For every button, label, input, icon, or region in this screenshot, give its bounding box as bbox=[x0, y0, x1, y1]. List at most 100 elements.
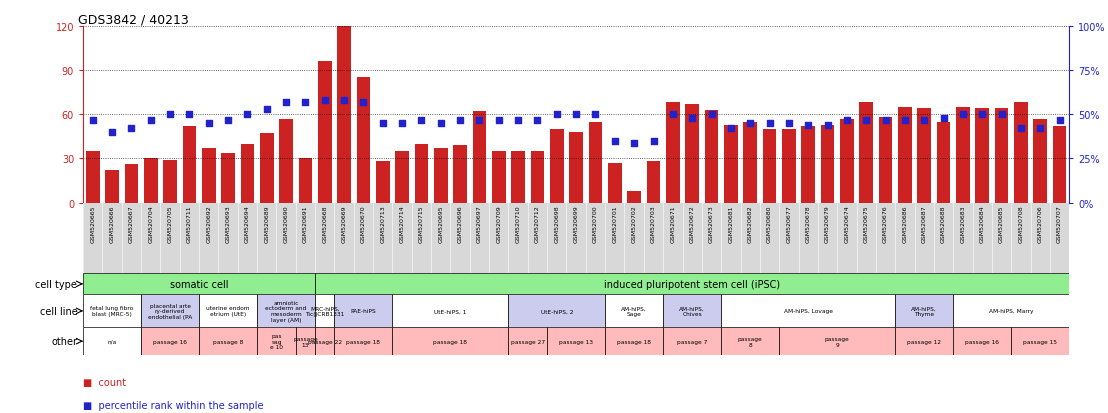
Bar bbox=[512, 152, 525, 203]
Bar bbox=[86, 152, 100, 203]
Point bbox=[1032, 126, 1049, 133]
Text: GSM520708: GSM520708 bbox=[1018, 205, 1024, 243]
Bar bbox=[357, 78, 370, 203]
Bar bbox=[840, 119, 853, 203]
Point bbox=[277, 100, 295, 106]
Text: passage 16: passage 16 bbox=[965, 339, 999, 344]
Text: GSM520704: GSM520704 bbox=[148, 205, 153, 243]
Text: GSM520690: GSM520690 bbox=[284, 205, 288, 243]
Bar bbox=[315, 328, 335, 355]
Bar bbox=[801, 127, 815, 203]
Bar bbox=[202, 149, 216, 203]
Text: GSM520710: GSM520710 bbox=[515, 205, 521, 243]
Text: AM-hiPS,
Chives: AM-hiPS, Chives bbox=[679, 306, 705, 316]
Point bbox=[123, 126, 141, 133]
Text: passage
8: passage 8 bbox=[738, 336, 762, 347]
Bar bbox=[335, 328, 392, 355]
Point bbox=[162, 112, 179, 118]
Bar bbox=[296, 328, 315, 355]
Bar bbox=[627, 191, 640, 203]
Bar bbox=[337, 27, 351, 203]
Text: passage 13: passage 13 bbox=[560, 339, 593, 344]
Text: GSM520712: GSM520712 bbox=[535, 205, 540, 243]
Bar bbox=[222, 153, 235, 203]
Point bbox=[258, 107, 276, 113]
Text: amniotic
ectoderm and
mesoderm
layer (AM): amniotic ectoderm and mesoderm layer (AM… bbox=[266, 300, 307, 322]
Bar bbox=[144, 159, 157, 203]
Text: pas
sag
e 10: pas sag e 10 bbox=[270, 333, 283, 350]
Bar bbox=[260, 134, 274, 203]
Bar bbox=[240, 145, 254, 203]
Point bbox=[336, 97, 353, 104]
Bar bbox=[570, 133, 583, 203]
Text: GSM520670: GSM520670 bbox=[361, 205, 366, 243]
Bar bbox=[588, 122, 603, 203]
Bar bbox=[434, 149, 448, 203]
Text: GSM520669: GSM520669 bbox=[341, 205, 347, 243]
Text: fetal lung fibro
blast (MRC-5): fetal lung fibro blast (MRC-5) bbox=[91, 306, 134, 316]
Text: GSM520715: GSM520715 bbox=[419, 205, 424, 243]
Point bbox=[935, 115, 953, 122]
Point bbox=[1012, 126, 1029, 133]
Text: passage 15: passage 15 bbox=[1023, 339, 1057, 344]
Bar bbox=[725, 125, 738, 203]
Bar bbox=[335, 295, 392, 328]
Text: GSM520679: GSM520679 bbox=[825, 205, 830, 243]
Text: placental arte
ry-derived
endothelial (PA: placental arte ry-derived endothelial (P… bbox=[148, 303, 192, 319]
Bar bbox=[550, 130, 564, 203]
Text: ■  count: ■ count bbox=[83, 377, 126, 387]
Text: other: other bbox=[51, 336, 78, 347]
Text: GSM520699: GSM520699 bbox=[574, 205, 578, 243]
Point bbox=[412, 117, 430, 123]
Point bbox=[432, 121, 450, 127]
Bar bbox=[686, 104, 699, 203]
Bar bbox=[782, 130, 796, 203]
Text: GSM520682: GSM520682 bbox=[748, 205, 752, 243]
Bar bbox=[975, 109, 989, 203]
Text: GSM520673: GSM520673 bbox=[709, 205, 714, 243]
Point bbox=[181, 112, 198, 118]
Point bbox=[84, 117, 102, 123]
Point bbox=[219, 117, 237, 123]
Point bbox=[645, 138, 663, 145]
Bar bbox=[509, 295, 605, 328]
Text: GSM520706: GSM520706 bbox=[1038, 205, 1043, 243]
Text: GSM520678: GSM520678 bbox=[806, 205, 811, 243]
Text: GSM520711: GSM520711 bbox=[187, 205, 192, 243]
Bar bbox=[473, 112, 486, 203]
Point bbox=[548, 112, 566, 118]
Text: GSM520687: GSM520687 bbox=[922, 205, 926, 243]
Bar bbox=[414, 145, 428, 203]
Bar bbox=[721, 328, 779, 355]
Text: GSM520683: GSM520683 bbox=[961, 205, 965, 243]
Text: passage 8: passage 8 bbox=[213, 339, 244, 344]
Text: GSM520695: GSM520695 bbox=[439, 205, 443, 243]
Point bbox=[915, 117, 933, 123]
Bar bbox=[1012, 328, 1069, 355]
Bar bbox=[895, 328, 953, 355]
Text: GSM520689: GSM520689 bbox=[265, 205, 269, 243]
Text: GSM520709: GSM520709 bbox=[496, 205, 501, 243]
Bar bbox=[666, 103, 679, 203]
Text: GSM520714: GSM520714 bbox=[400, 205, 404, 243]
Text: passage 16: passage 16 bbox=[153, 339, 187, 344]
Bar bbox=[531, 152, 544, 203]
Bar bbox=[392, 295, 509, 328]
Bar bbox=[141, 295, 199, 328]
Text: GSM520665: GSM520665 bbox=[90, 205, 95, 242]
Bar bbox=[821, 125, 834, 203]
Point bbox=[567, 112, 585, 118]
Text: GSM520674: GSM520674 bbox=[844, 205, 850, 243]
Bar bbox=[509, 328, 547, 355]
Bar bbox=[721, 295, 895, 328]
Bar bbox=[995, 109, 1008, 203]
Text: GSM520692: GSM520692 bbox=[206, 205, 212, 243]
Point bbox=[490, 117, 507, 123]
Text: passage 18: passage 18 bbox=[347, 339, 380, 344]
Bar bbox=[899, 108, 912, 203]
Bar bbox=[105, 171, 119, 203]
Point bbox=[297, 100, 315, 106]
Text: passage 27: passage 27 bbox=[511, 339, 545, 344]
Bar bbox=[705, 111, 718, 203]
Bar bbox=[605, 295, 664, 328]
